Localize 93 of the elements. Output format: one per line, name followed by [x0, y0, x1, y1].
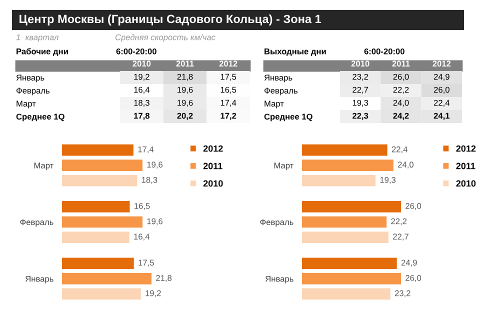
data-label: 19,2	[134, 74, 150, 81]
data-label: 22,7	[352, 86, 368, 94]
text: Рабочие дни	[16, 48, 68, 56]
x-tick-label: 2010	[351, 60, 370, 67]
y-tick-label: Март	[274, 162, 294, 170]
bar	[62, 258, 134, 270]
y-tick-label: Январь	[25, 276, 54, 284]
y-tick-label: Январь	[265, 276, 294, 284]
bar	[302, 273, 402, 284]
text: 1 квартал	[16, 34, 59, 42]
bar	[62, 174, 138, 186]
data-label: 24,2	[393, 112, 409, 120]
bar	[62, 160, 142, 171]
data-label: 24,0	[398, 162, 414, 169]
data-label: 17,5	[220, 74, 236, 81]
data-label: 19,6	[178, 100, 193, 107]
y-tick-label: Среднее 1Q	[16, 114, 64, 122]
data-label: 17,8	[134, 112, 150, 120]
data-label: 22,4	[392, 146, 408, 154]
data-label: 22,3	[352, 112, 368, 120]
data-label: 18,3	[134, 100, 150, 107]
legend-label: 2012	[456, 145, 476, 152]
y-tick-label: Февраль	[16, 88, 50, 96]
data-label: 24,1	[434, 112, 450, 120]
data-label: 19,6	[147, 218, 163, 226]
chart-subtitle: 6:00-20:00	[364, 48, 404, 54]
data-label: 22,2	[393, 86, 409, 94]
data-label: 22,2	[391, 218, 407, 226]
chart-title: Выходные дни	[264, 48, 326, 56]
bar	[302, 201, 402, 212]
data-label: 19,6	[178, 86, 193, 94]
bar	[62, 144, 134, 156]
data-label: 24,0	[393, 100, 409, 107]
x-tick-label: 2010	[132, 60, 151, 67]
bar	[302, 160, 394, 171]
data-label: 22,4	[434, 100, 450, 107]
data-label: 24,9	[434, 74, 450, 81]
chart-subtitle: 6:00-20:00	[116, 48, 156, 54]
data-label: 17,2	[220, 112, 236, 120]
bar	[302, 144, 388, 156]
y-tick-label: Февраль	[260, 219, 294, 227]
legend-label: 2011	[203, 162, 222, 170]
y-tick-label: Март	[264, 100, 284, 108]
data-label: 20,2	[177, 112, 193, 120]
y-tick-label: Среднее 1Q	[264, 114, 312, 122]
legend-label: 2010	[456, 180, 476, 187]
bar	[302, 216, 387, 228]
data-label: 19,3	[380, 176, 396, 184]
data-label: 19,6	[147, 162, 163, 169]
data-label: 23,2	[394, 290, 410, 298]
y-tick-label: Январь	[16, 74, 44, 82]
x-tick-label: 2012	[219, 60, 238, 67]
data-label: 23,2	[352, 74, 368, 81]
legend-label: 2012	[203, 145, 223, 152]
data-label: 21,8	[156, 275, 172, 282]
text: Средняя скорость км/час	[115, 34, 216, 42]
bar	[62, 232, 130, 243]
y-tick-label: Февраль	[20, 219, 54, 227]
data-label: 26,0	[393, 74, 409, 81]
data-label: 26,0	[406, 203, 422, 210]
data-label: 26,0	[434, 86, 450, 94]
data-label: 16,5	[134, 203, 150, 210]
bar	[302, 258, 397, 270]
x-tick-label: 2012	[432, 60, 451, 67]
bar	[302, 288, 390, 300]
text: Центр Москвы (Границы Садового Кольца) - Зона 1	[20, 14, 322, 26]
bar	[302, 232, 388, 243]
data-label: 17,4	[220, 100, 236, 107]
y-tick-label: Февраль	[264, 88, 298, 96]
x-tick-label: 2011	[176, 60, 194, 67]
data-label: 26,0	[406, 275, 422, 282]
y-tick-label: Март	[16, 100, 36, 108]
y-tick-label: Январь	[264, 74, 292, 82]
data-label: 17,5	[138, 260, 154, 267]
data-label: 21,8	[177, 74, 193, 81]
data-label: 22,7	[393, 234, 408, 241]
bar	[302, 174, 376, 186]
data-label: 18,3	[142, 176, 158, 184]
data-label: 24,9	[401, 260, 417, 267]
x-tick-label: 2011	[392, 60, 410, 67]
bar	[62, 216, 142, 228]
data-label: 16,4	[134, 86, 150, 94]
y-tick-label: Март	[34, 162, 54, 170]
data-label: 19,2	[146, 290, 161, 298]
legend-label: 2010	[203, 180, 223, 187]
data-label: 16,4	[134, 234, 150, 241]
legend-label: 2011	[456, 162, 476, 170]
bar	[62, 273, 152, 284]
data-label: 16,5	[220, 86, 236, 94]
bar	[62, 288, 141, 300]
data-label: 19,3	[352, 100, 368, 107]
bar	[62, 201, 130, 212]
data-label: 17,4	[138, 146, 154, 154]
